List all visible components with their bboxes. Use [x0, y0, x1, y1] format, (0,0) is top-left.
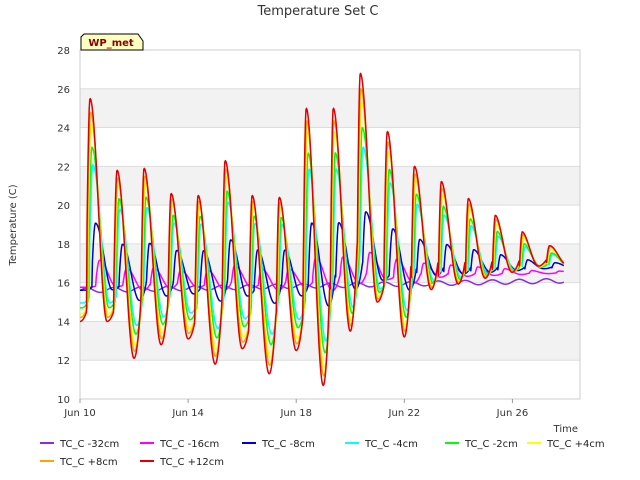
grid-band — [80, 88, 580, 128]
site-badge: WP_met — [80, 33, 144, 51]
plot-background-bands — [80, 49, 580, 400]
legend-label: TC_C -32cm — [59, 439, 119, 450]
x-tick-label: Jun 18 — [279, 408, 312, 419]
y-tick-label: 16 — [57, 279, 70, 290]
y-tick-label: 20 — [57, 201, 70, 212]
y-tick-label: 28 — [57, 46, 70, 57]
grid-band — [80, 50, 580, 89]
legend-label: TC_C -16cm — [159, 439, 219, 450]
series-lines — [79, 72, 565, 387]
legend-item: TC_C -8cm — [242, 439, 315, 450]
legend-label: TC_C -8cm — [261, 439, 315, 450]
y-tick-label: 26 — [57, 85, 70, 96]
legend-item: TC_C +4cm — [527, 439, 605, 450]
legend-label: TC_C +12cm — [159, 457, 224, 468]
grid-band — [80, 127, 580, 167]
y-tick-label: 24 — [57, 124, 70, 135]
legend-label: TC_C -2cm — [464, 439, 518, 450]
series-line-tc-c-32cm — [79, 278, 565, 294]
legend-item: TC_C -2cm — [445, 439, 518, 450]
y-tick-label: 18 — [57, 240, 70, 251]
x-tick-label: Jun 22 — [388, 408, 421, 419]
y-tick-label: 14 — [57, 317, 70, 328]
y-axis-ticks: 10 12 14 16 18 20 22 24 26 28 — [57, 46, 70, 406]
y-axis-label: Temperature (C) — [8, 184, 19, 266]
x-axis-ticks: Jun 10 Jun 14 Jun 18 Jun 22 Jun 26 — [63, 399, 528, 419]
legend-item: TC_C -4cm — [345, 439, 418, 450]
series-line-tc-c-8cm — [79, 87, 565, 377]
y-tick-label: 10 — [57, 395, 70, 406]
legend-item: TC_C -16cm — [140, 439, 219, 450]
legend-label: TC_C -4cm — [364, 439, 418, 450]
grid-band — [80, 360, 580, 399]
legend-label: TC_C +4cm — [546, 439, 605, 450]
site-badge-label: WP_met — [88, 38, 134, 49]
grid-band — [80, 205, 580, 244]
y-tick-label: 22 — [57, 162, 70, 173]
grid-band — [80, 321, 580, 361]
x-tick-label: Jun 26 — [496, 408, 529, 419]
chart-title: Temperature Set C — [256, 4, 378, 19]
series-line-tc-c-4cm — [79, 146, 565, 342]
grid-band — [80, 166, 580, 206]
x-tick-label: Jun 14 — [171, 408, 204, 419]
x-axis-label: Time — [553, 424, 578, 435]
legend-item: TC_C +12cm — [140, 457, 224, 468]
series-line-tc-c-12cm — [79, 72, 565, 387]
legend-item: TC_C +8cm — [40, 457, 118, 468]
legend-label: TC_C +8cm — [59, 457, 118, 468]
legend-item: TC_C -32cm — [40, 439, 119, 450]
plot-area — [79, 49, 581, 400]
y-tick-label: 12 — [57, 356, 70, 367]
legend: TC_C -32cm TC_C -16cm TC_C -8cm TC_C -4cm TC… — [40, 439, 605, 468]
x-tick-label: Jun 10 — [63, 408, 96, 419]
